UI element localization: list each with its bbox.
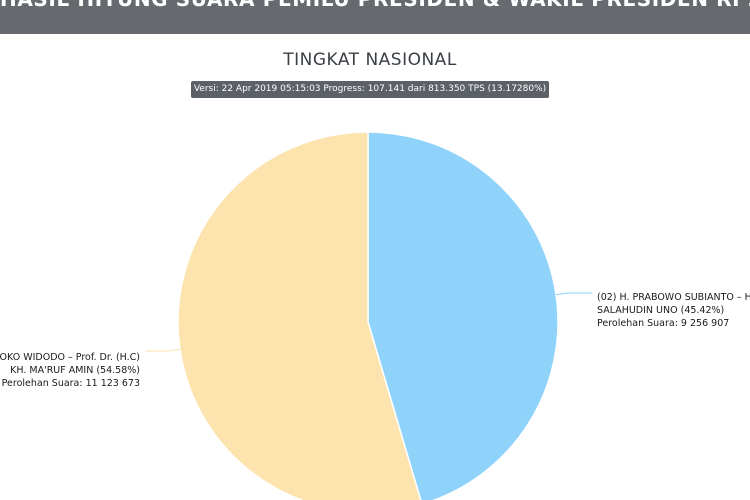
label-connector-2: [146, 348, 181, 352]
page-title: HASIL HITUNG SUARA PEMILU PRESIDEN & WAK…: [0, 0, 750, 11]
slice-label-1: (02) H. PRABOWO SUBIANTO – H. SALAHUDIN U…: [597, 292, 750, 329]
header-bar: HASIL HITUNG SUARA PEMILU PRESIDEN & WAK…: [0, 0, 750, 34]
slice-label-2: (01) Ir. H. JOKO WIDODO – Prof. Dr. (H.C…: [0, 352, 140, 389]
chart-title: TINGKAT NASIONAL: [283, 50, 457, 70]
label-connector-1: [555, 292, 592, 296]
version-badge: Versi: 22 Apr 2019 05:15:03 Progress: 10…: [191, 81, 549, 98]
pie-slice-2[interactable]: [177, 131, 422, 500]
